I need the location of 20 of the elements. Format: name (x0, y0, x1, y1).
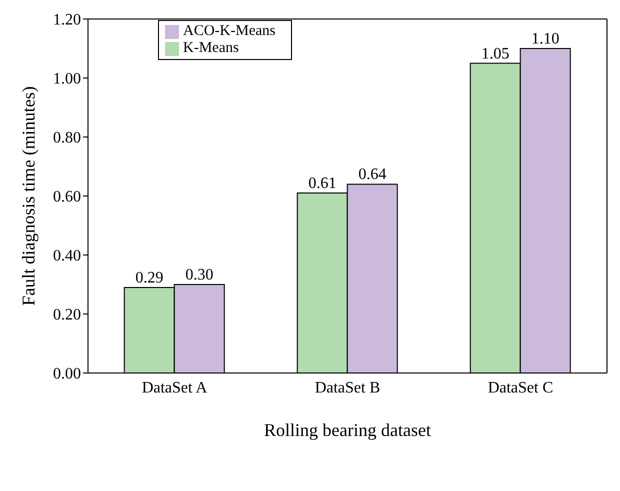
legend-label: K-Means (183, 40, 239, 56)
y-tick-label: 0.00 (53, 366, 81, 383)
legend-label: ACO-K-Means (183, 23, 276, 39)
y-tick-label: 0.60 (53, 188, 81, 206)
data-label: 1.05 (481, 45, 510, 62)
y-axis-title: Fault diagnosis time (minutes) (18, 86, 38, 306)
data-label: 1.10 (531, 30, 560, 48)
y-tick-label: 0.20 (53, 306, 81, 324)
x-tick-label: DataSet C (488, 379, 554, 396)
data-label: 0.29 (135, 269, 164, 286)
y-tick-label: 0.40 (53, 248, 81, 265)
data-label: 0.64 (358, 166, 386, 184)
data-label: 0.30 (185, 266, 214, 284)
x-tick-label: DataSet B (314, 379, 380, 396)
y-tick-label: 0.80 (53, 130, 81, 147)
data-label: 0.61 (308, 175, 336, 192)
y-tick-label: 1.20 (53, 12, 81, 29)
x-axis-title: Rolling bearing dataset (264, 420, 431, 440)
y-tick-label: 1.00 (53, 70, 81, 88)
x-tick-label: DataSet A (142, 379, 208, 396)
